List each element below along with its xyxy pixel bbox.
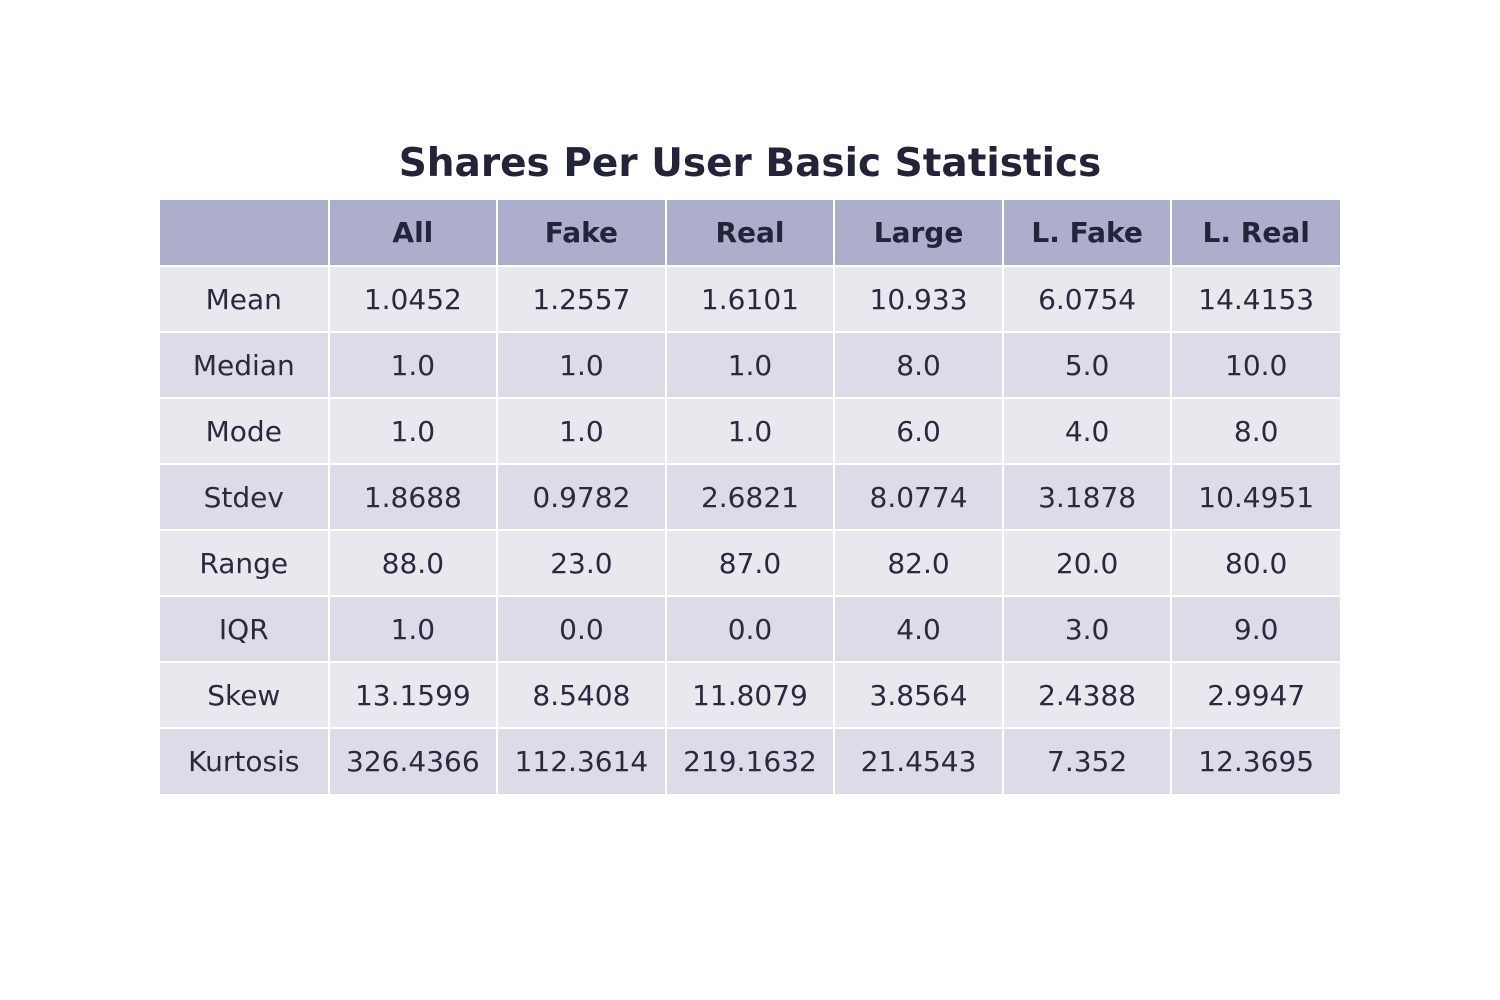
table-row: Range 88.0 23.0 87.0 82.0 20.0 80.0	[160, 529, 1340, 597]
table-cell: 0.0	[664, 595, 836, 663]
table-cell: 8.0	[1170, 397, 1340, 465]
row-label: Mean	[160, 265, 330, 333]
row-label: Kurtosis	[160, 727, 330, 794]
row-label: Range	[160, 529, 330, 597]
table-row: Median 1.0 1.0 1.0 8.0 5.0 10.0	[160, 331, 1340, 399]
table-cell: 0.9782	[496, 463, 667, 531]
chart-title: Shares Per User Basic Statistics	[398, 141, 1102, 186]
table-cell: 82.0	[833, 529, 1004, 597]
table-cell: 7.352	[1001, 727, 1173, 794]
table-cell: 1.0	[664, 397, 836, 465]
table-cell: 2.6821	[664, 463, 836, 531]
table-row: Kurtosis 326.4366 112.3614 219.1632 21.4543 7…	[160, 727, 1340, 794]
header-cell-l-real: L. Real	[1170, 200, 1340, 267]
header-cell-large: Large	[833, 200, 1004, 267]
table-cell: 10.4951	[1170, 463, 1340, 531]
table-row: IQR 1.0 0.0 0.0 4.0 3.0 9.0	[160, 595, 1340, 663]
header-cell-corner	[160, 200, 330, 267]
table-cell: 10.0	[1170, 331, 1340, 399]
table-cell: 6.0754	[1001, 265, 1173, 333]
header-cell-all: All	[327, 200, 499, 267]
table-cell: 1.0	[496, 397, 667, 465]
table-cell: 20.0	[1001, 529, 1173, 597]
table-cell: 112.3614	[496, 727, 667, 794]
table-cell: 5.0	[1001, 331, 1173, 399]
table-cell: 1.2557	[496, 265, 667, 333]
row-label: Median	[160, 331, 330, 399]
table-cell: 8.0	[833, 331, 1004, 399]
table-cell: 80.0	[1170, 529, 1340, 597]
table-row: Skew 13.1599 8.5408 11.8079 3.8564 2.4388 2.99…	[160, 661, 1340, 729]
table-cell: 3.8564	[833, 661, 1004, 729]
table-cell: 0.0	[496, 595, 667, 663]
table-cell: 1.0452	[327, 265, 499, 333]
table-cell: 9.0	[1170, 595, 1340, 663]
table-cell: 14.4153	[1170, 265, 1340, 333]
table-cell: 1.6101	[664, 265, 836, 333]
header-cell-real: Real	[664, 200, 836, 267]
table-cell: 219.1632	[664, 727, 836, 794]
table-cell: 1.0	[664, 331, 836, 399]
table-cell: 8.5408	[496, 661, 667, 729]
table-row: Mode 1.0 1.0 1.0 6.0 4.0 8.0	[160, 397, 1340, 465]
table-cell: 1.8688	[327, 463, 499, 531]
table-cell: 13.1599	[327, 661, 499, 729]
row-label: Stdev	[160, 463, 330, 531]
statistics-table: All Fake Real Large L. Fake L. Real Mean…	[160, 200, 1340, 794]
table-cell: 4.0	[833, 595, 1004, 663]
row-label: Skew	[160, 661, 330, 729]
row-label: IQR	[160, 595, 330, 663]
row-label: Mode	[160, 397, 330, 465]
table-cell: 3.1878	[1001, 463, 1173, 531]
table-cell: 326.4366	[327, 727, 499, 794]
table-cell: 23.0	[496, 529, 667, 597]
table-cell: 87.0	[664, 529, 836, 597]
header-row: All Fake Real Large L. Fake L. Real	[160, 200, 1340, 267]
table-cell: 3.0	[1001, 595, 1173, 663]
table-cell: 88.0	[327, 529, 499, 597]
header-cell-l-fake: L. Fake	[1001, 200, 1173, 267]
header-cell-fake: Fake	[496, 200, 667, 267]
table-cell: 1.0	[327, 331, 499, 399]
table-cell: 11.8079	[664, 661, 836, 729]
table-row: Mean 1.0452 1.2557 1.6101 10.933 6.0754 14.415…	[160, 265, 1340, 333]
table-cell: 10.933	[833, 265, 1004, 333]
table-cell: 6.0	[833, 397, 1004, 465]
table-cell: 2.4388	[1001, 661, 1173, 729]
table-cell: 21.4543	[833, 727, 1004, 794]
table-body: Mean 1.0452 1.2557 1.6101 10.933 6.0754 14.415…	[160, 265, 1340, 794]
table-cell: 8.0774	[833, 463, 1004, 531]
table-cell: 12.3695	[1170, 727, 1340, 794]
table-cell: 1.0	[496, 331, 667, 399]
table-row: Stdev 1.8688 0.9782 2.6821 8.0774 3.1878 10.49…	[160, 463, 1340, 531]
table-cell: 2.9947	[1170, 661, 1340, 729]
table-cell: 1.0	[327, 595, 499, 663]
table-cell: 4.0	[1001, 397, 1173, 465]
table-cell: 1.0	[327, 397, 499, 465]
